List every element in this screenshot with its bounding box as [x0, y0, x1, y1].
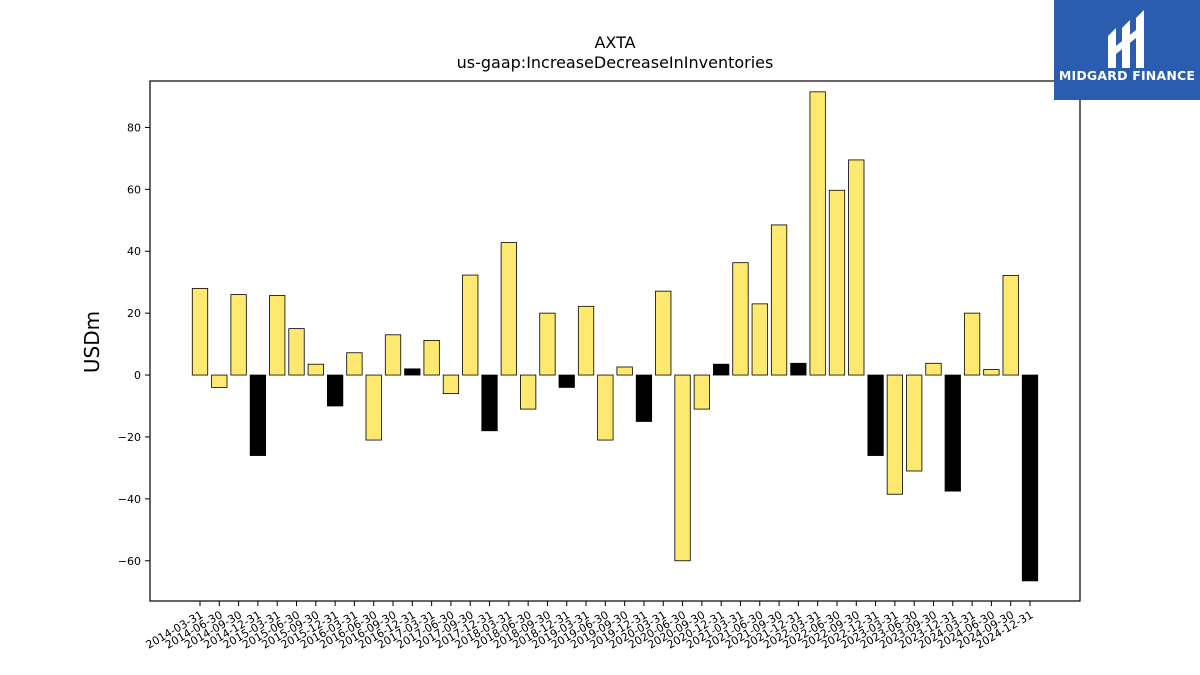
bar-2024-09-30	[1002, 274, 1019, 376]
y-tick-label: 20	[127, 307, 141, 320]
bar-2021-03-31	[732, 262, 749, 376]
bar-2016-03-31	[346, 352, 363, 376]
y-tick-label: −40	[118, 493, 141, 506]
bar-2022-09-30	[848, 159, 865, 376]
y-tick-label: 80	[127, 121, 141, 134]
y-tick-label: 40	[127, 245, 141, 258]
bar-2014-06-30	[211, 374, 228, 388]
y-tick-label: 60	[127, 183, 141, 196]
bar-2015-09-30	[307, 363, 324, 376]
plot-frame	[149, 80, 1081, 602]
chart-subtitle: us-gaap:IncreaseDecreaseInInventories	[457, 53, 774, 72]
bar-2019-12-31	[635, 374, 653, 422]
y-tick-label: −60	[118, 555, 141, 568]
brand-logo: MIDGARD FINANCE	[1054, 0, 1200, 100]
bar-2019-09-30	[616, 366, 633, 376]
bar-2023-09-30	[925, 362, 942, 376]
bar-2020-03-31	[655, 290, 672, 376]
bar-2014-09-30	[230, 294, 247, 376]
bar-2024-06-30	[983, 369, 1000, 376]
bar-2016-09-30	[384, 334, 402, 376]
bar-2016-12-31	[404, 368, 421, 376]
bar-2020-09-30	[693, 374, 710, 410]
bar-2018-03-31	[500, 242, 517, 376]
bar-2018-12-31	[558, 374, 575, 388]
bar-2017-12-31	[481, 374, 498, 432]
bar-2016-06-30	[365, 374, 382, 441]
bar-2014-03-31	[191, 287, 209, 376]
bar-2021-09-30	[770, 224, 788, 376]
bar-2018-09-30	[539, 312, 556, 376]
bar-2019-03-31	[577, 305, 595, 376]
bar-2021-12-31	[790, 362, 807, 376]
bar-2023-03-31	[886, 374, 903, 495]
midgard-logo-icon	[1108, 10, 1144, 68]
brand-name: MIDGARD FINANCE	[1058, 68, 1196, 83]
bar-2019-06-30	[597, 374, 614, 441]
bar-2022-03-31	[809, 91, 826, 376]
bar-2015-06-30	[288, 328, 305, 376]
bar-2017-09-30	[462, 274, 479, 376]
bar-2018-06-30	[520, 374, 537, 410]
chart-title: AXTA	[594, 33, 635, 52]
bar-2014-12-31	[249, 374, 267, 456]
bar-2020-12-31	[713, 363, 730, 376]
y-axis-ticks: −60 −40 −20 0 20 40 60 80	[118, 121, 150, 568]
bar-2022-12-31	[867, 374, 884, 456]
bar-2022-06-30	[828, 189, 846, 376]
bar-2017-06-30	[442, 374, 460, 395]
bar-2024-03-31	[963, 312, 981, 376]
x-axis-ticks: 2014-03-312014-06-302014-09-302014-12-31…	[144, 601, 1036, 652]
bar-2017-03-31	[423, 339, 440, 376]
bar-2021-06-30	[751, 303, 768, 376]
bar-group	[191, 91, 1039, 582]
bar-2023-12-31	[944, 374, 961, 492]
bar-2015-03-31	[269, 295, 286, 376]
bar-2020-06-30	[674, 374, 691, 562]
bar-2015-12-31	[326, 374, 344, 407]
y-tick-label: 0	[134, 369, 141, 382]
y-axis-label: USDm	[80, 311, 104, 373]
bar-2024-12-31	[1021, 374, 1039, 582]
bar-2023-06-30	[906, 374, 923, 472]
y-tick-label: −20	[118, 431, 141, 444]
